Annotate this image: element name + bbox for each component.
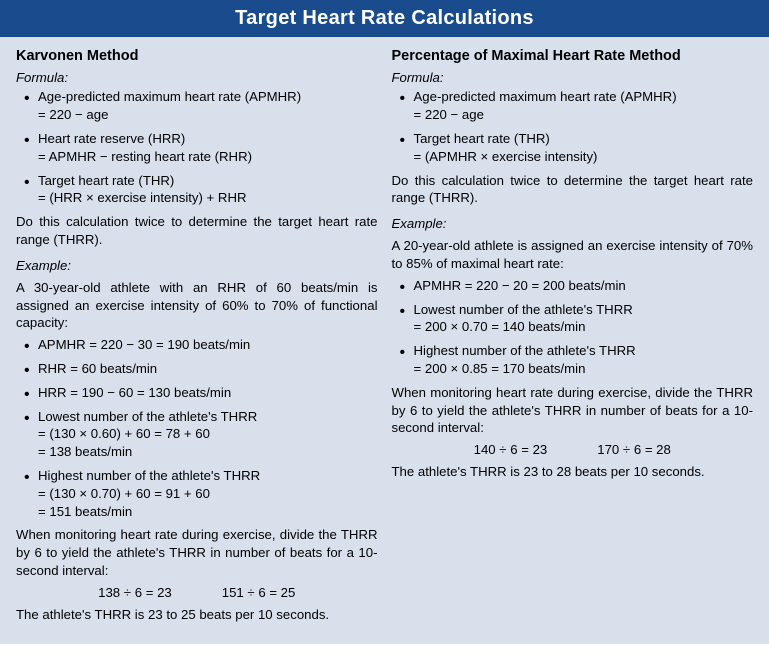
- formula-list-right: Age-predicted maximum heart rate (APMHR)…: [392, 88, 754, 165]
- formula-text: = (APMHR × exercise intensity): [414, 148, 754, 166]
- document-container: Target Heart Rate Calculations Karvonen …: [0, 0, 769, 644]
- list-item: Heart rate reserve (HRR)= APMHR − restin…: [38, 130, 378, 166]
- formula-text: Target heart rate (THR): [414, 130, 754, 148]
- example-intro-right: A 20-year-old athlete is assigned an exe…: [392, 237, 754, 273]
- calc-b-left: 151 ÷ 6 = 25: [222, 584, 296, 602]
- example-label-left: Example:: [16, 257, 378, 275]
- document-title: Target Heart Rate Calculations: [0, 0, 769, 37]
- note-right: Do this calculation twice to determine t…: [392, 172, 754, 208]
- example-text: Highest number of the athlete's THRR: [414, 342, 754, 360]
- columns: Karvonen Method Formula: Age-predicted m…: [0, 37, 769, 644]
- calc-a-right: 140 ÷ 6 = 23: [474, 441, 548, 459]
- list-item: Age-predicted maximum heart rate (APMHR)…: [38, 88, 378, 124]
- formula-text: Age-predicted maximum heart rate (APMHR): [414, 88, 754, 106]
- list-item: APMHR = 220 − 20 = 200 beats/min: [414, 277, 754, 295]
- list-item: HRR = 190 − 60 = 130 beats/min: [38, 384, 378, 402]
- list-item: Target heart rate (THR)= (HRR × exercise…: [38, 172, 378, 208]
- example-text: APMHR = 220 − 30 = 190 beats/min: [38, 336, 378, 354]
- list-item: Target heart rate (THR)= (APMHR × exerci…: [414, 130, 754, 166]
- formula-text: Age-predicted maximum heart rate (APMHR): [38, 88, 378, 106]
- conclusion-right: The athlete's THRR is 23 to 28 beats per…: [392, 463, 754, 481]
- calc-row-left: 138 ÷ 6 = 23 151 ÷ 6 = 25: [16, 584, 378, 602]
- formula-text: Target heart rate (THR): [38, 172, 378, 190]
- calc-a-left: 138 ÷ 6 = 23: [98, 584, 172, 602]
- formula-text: Heart rate reserve (HRR): [38, 130, 378, 148]
- example-text: Highest number of the athlete's THRR: [38, 467, 378, 485]
- list-item: Highest number of the athlete's THRR= (1…: [38, 467, 378, 520]
- formula-list-left: Age-predicted maximum heart rate (APMHR)…: [16, 88, 378, 207]
- list-item: Age-predicted maximum heart rate (APMHR)…: [414, 88, 754, 124]
- example-text: RHR = 60 beats/min: [38, 360, 378, 378]
- monitor-note-left: When monitoring heart rate during exerci…: [16, 526, 378, 579]
- list-item: Lowest number of the athlete's THRR= 200…: [414, 301, 754, 337]
- example-text: HRR = 190 − 60 = 130 beats/min: [38, 384, 378, 402]
- calc-b-right: 170 ÷ 6 = 28: [597, 441, 671, 459]
- example-text: Lowest number of the athlete's THRR: [38, 408, 378, 426]
- example-text: = 200 × 0.70 = 140 beats/min: [414, 318, 754, 336]
- note-left: Do this calculation twice to determine t…: [16, 213, 378, 249]
- example-list-left: APMHR = 220 − 30 = 190 beats/min RHR = 6…: [16, 336, 378, 520]
- example-text: = 151 beats/min: [38, 503, 378, 521]
- example-text: = 200 × 0.85 = 170 beats/min: [414, 360, 754, 378]
- example-list-right: APMHR = 220 − 20 = 200 beats/min Lowest …: [392, 277, 754, 378]
- conclusion-left: The athlete's THRR is 23 to 25 beats per…: [16, 606, 378, 624]
- example-intro-left: A 30-year-old athlete with an RHR of 60 …: [16, 279, 378, 332]
- formula-label-left: Formula:: [16, 69, 378, 87]
- example-label-right: Example:: [392, 215, 754, 233]
- formula-text: = APMHR − resting heart rate (RHR): [38, 148, 378, 166]
- formula-text: = (HRR × exercise intensity) + RHR: [38, 189, 378, 207]
- method-title-right: Percentage of Maximal Heart Rate Method: [392, 47, 754, 67]
- formula-label-right: Formula:: [392, 69, 754, 87]
- example-text: Lowest number of the athlete's THRR: [414, 301, 754, 319]
- list-item: APMHR = 220 − 30 = 190 beats/min: [38, 336, 378, 354]
- example-text: = 138 beats/min: [38, 443, 378, 461]
- example-text: = (130 × 0.60) + 60 = 78 + 60: [38, 425, 378, 443]
- example-text: APMHR = 220 − 20 = 200 beats/min: [414, 277, 754, 295]
- method-title-left: Karvonen Method: [16, 47, 378, 67]
- formula-text: = 220 − age: [414, 106, 754, 124]
- right-column: Percentage of Maximal Heart Rate Method …: [392, 47, 754, 628]
- formula-text: = 220 − age: [38, 106, 378, 124]
- list-item: Lowest number of the athlete's THRR= (13…: [38, 408, 378, 461]
- monitor-note-right: When monitoring heart rate during exerci…: [392, 384, 754, 437]
- list-item: RHR = 60 beats/min: [38, 360, 378, 378]
- list-item: Highest number of the athlete's THRR= 20…: [414, 342, 754, 378]
- left-column: Karvonen Method Formula: Age-predicted m…: [16, 47, 378, 628]
- example-text: = (130 × 0.70) + 60 = 91 + 60: [38, 485, 378, 503]
- calc-row-right: 140 ÷ 6 = 23 170 ÷ 6 = 28: [392, 441, 754, 459]
